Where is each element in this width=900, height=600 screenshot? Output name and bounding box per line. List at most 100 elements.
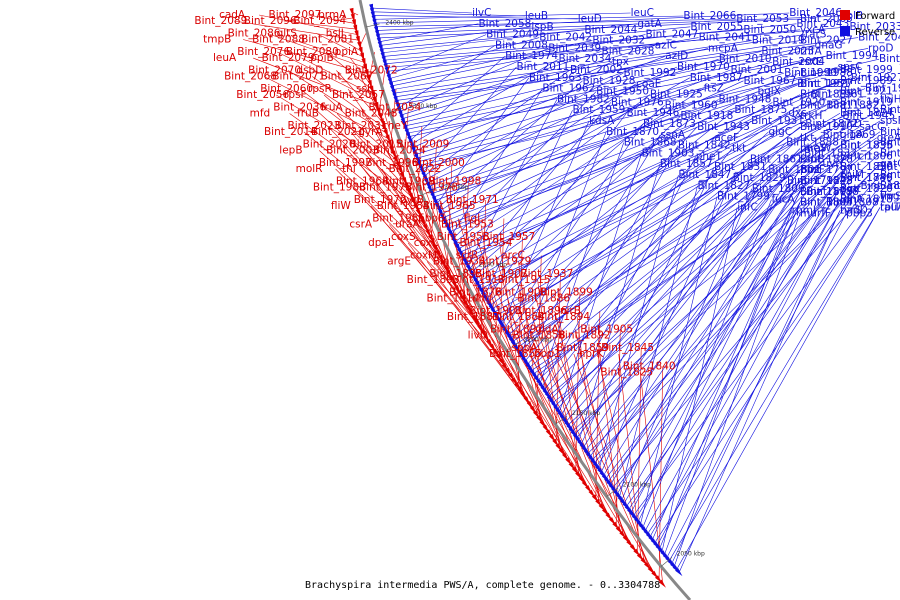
reverse-gene-label[interactable]: Bint_1846 <box>840 172 893 184</box>
forward-gene-label[interactable]: Bint_1899 <box>540 287 593 299</box>
reverse-gene-label[interactable]: thiH <box>880 93 900 105</box>
reverse-gene-label[interactable]: Bint_1860 <box>880 147 900 159</box>
forward-gene-label[interactable]: mfd <box>250 108 271 120</box>
forward-gene-label[interactable]: gldA <box>535 324 559 336</box>
forward-gene-label[interactable]: Bint_2067 <box>321 71 374 83</box>
forward-gene-label[interactable]: Bint_1975 <box>359 182 412 194</box>
forward-gene-label[interactable]: dsbD <box>296 65 323 77</box>
reverse-gene-label[interactable]: tauA <box>880 201 900 213</box>
reverse-gene-label[interactable]: leuB <box>525 10 548 22</box>
forward-gene-label[interactable]: scrR <box>456 250 479 262</box>
reverse-gene-label[interactable]: Bint_1810 <box>880 169 900 181</box>
forward-gene-label[interactable]: Bint_2086 <box>228 28 281 40</box>
forward-gene-label[interactable]: rpsF <box>284 89 307 101</box>
reverse-gene-label[interactable]: coaE <box>636 78 661 90</box>
forward-gene-label[interactable]: prmA <box>318 9 347 21</box>
forward-gene-label[interactable]: Bint_2081 <box>301 34 354 46</box>
forward-gene-label[interactable]: rpsR <box>308 83 332 95</box>
reverse-gene-label[interactable]: Bint_1808 <box>826 197 879 209</box>
forward-gene-label[interactable]: cadA <box>219 9 246 21</box>
reverse-gene-label[interactable]: Bint_1910 <box>800 121 853 133</box>
reverse-gene-label[interactable]: Bint_2010 <box>719 53 772 65</box>
reverse-gene-label[interactable]: Bint_1789 <box>840 172 893 184</box>
forward-gene-label[interactable]: Bint_1905 <box>580 324 633 336</box>
reverse-gene-label[interactable]: Bint_1967 <box>743 75 796 87</box>
reverse-gene-label[interactable]: greA <box>877 132 900 144</box>
reverse-gene-label[interactable]: Bint_2046 <box>789 7 842 19</box>
reverse-gene-label[interactable]: tarS <box>805 29 827 41</box>
forward-gene-label[interactable]: uraA <box>395 219 420 231</box>
reverse-gene-label[interactable]: Bint_1970 <box>677 61 730 73</box>
reverse-gene-label[interactable]: Bint_1950 <box>596 86 649 98</box>
reverse-gene-label[interactable]: Bint_1815 <box>800 186 853 198</box>
reverse-gene-label[interactable]: Bint_2019 <box>752 35 805 47</box>
forward-gene-label[interactable]: Bint_1864 <box>492 311 545 323</box>
forward-gene-label[interactable]: Bint_1997 <box>319 157 372 169</box>
reverse-gene-label[interactable]: trkH <box>800 110 822 122</box>
reverse-gene-label[interactable]: Bint_1977 <box>800 78 853 90</box>
reverse-gene-label[interactable]: Bint_1831 <box>714 161 767 173</box>
reverse-gene-label[interactable]: rpoD <box>868 42 894 54</box>
reverse-gene-label[interactable]: Bint_1818 <box>840 194 893 206</box>
reverse-gene-label[interactable]: Bint_1999 <box>840 64 893 76</box>
reverse-gene-label[interactable]: Bint_2049 <box>486 29 539 41</box>
forward-gene-label[interactable]: coxS <box>391 231 416 243</box>
forward-gene-label[interactable]: Bint_2054 <box>368 102 421 114</box>
reverse-gene-label[interactable]: Bint_1828 <box>800 175 853 187</box>
reverse-gene-label[interactable]: rplT <box>880 201 900 213</box>
forward-gene-label[interactable]: Bint_2097 <box>269 9 322 21</box>
reverse-gene-label[interactable]: uvrC <box>822 158 847 170</box>
forward-gene-label[interactable]: livD <box>468 330 488 342</box>
reverse-gene-label[interactable]: kdsA <box>589 115 615 127</box>
forward-gene-label[interactable]: Bint_2048 <box>345 108 398 120</box>
forward-gene-label[interactable]: Bint_2003 <box>326 145 379 157</box>
reverse-gene-label[interactable]: ssnA <box>660 129 686 141</box>
forward-gene-label[interactable]: fruB <box>297 108 319 120</box>
reverse-gene-label[interactable]: tkt <box>732 143 746 155</box>
reverse-gene-label[interactable]: Bint_2044 <box>584 24 637 36</box>
reverse-gene-label[interactable]: rsxE <box>800 56 823 68</box>
forward-gene-label[interactable]: Bint_1897 <box>490 324 543 336</box>
reverse-gene-label[interactable]: Bint_1878 <box>800 153 853 165</box>
reverse-gene-label[interactable]: Bint_2047 <box>645 29 698 41</box>
reverse-gene-label[interactable]: pheT <box>696 150 723 162</box>
reverse-gene-label[interactable]: Bint_1777 <box>880 180 900 192</box>
forward-gene-label[interactable]: cheY <box>382 120 408 132</box>
reverse-gene-label[interactable]: Bint_1943 <box>697 121 750 133</box>
reverse-gene-label[interactable]: Bint_1889 <box>880 126 900 138</box>
reverse-gene-label[interactable]: crt <box>858 150 872 162</box>
reverse-gene-label[interactable]: Bint_1960 <box>665 99 718 111</box>
reverse-gene-label[interactable]: Bint_1982 <box>557 93 610 105</box>
reverse-gene-label[interactable]: Bint_1976 <box>611 96 664 108</box>
forward-gene-label[interactable]: Bint_1914 <box>427 293 480 305</box>
reverse-gene-label[interactable]: Bint_1874 <box>840 107 893 119</box>
reverse-gene-label[interactable]: Bint_2065 <box>800 13 853 25</box>
reverse-gene-label[interactable]: Bint_2033 <box>849 21 900 33</box>
reverse-gene-label[interactable]: dxs <box>788 107 806 119</box>
reverse-gene-label[interactable]: tyrS <box>840 204 862 216</box>
reverse-gene-label[interactable]: tpx <box>612 56 629 68</box>
reverse-gene-label[interactable]: Bint_1792 <box>787 175 840 187</box>
forward-gene-label[interactable]: argE <box>387 256 411 268</box>
reverse-gene-label[interactable]: glgC <box>768 126 792 138</box>
forward-gene-label[interactable]: thi <box>342 163 356 175</box>
forward-gene-label[interactable]: Bint_1900 <box>495 287 548 299</box>
reverse-gene-label[interactable]: Bint_1974 <box>505 50 558 62</box>
reverse-gene-label[interactable]: ftsZ <box>704 83 724 95</box>
forward-gene-label[interactable]: Bint_2024 <box>373 145 426 157</box>
reverse-gene-label[interactable]: gltD <box>840 118 862 130</box>
forward-gene-label[interactable]: Bint_1845 <box>601 342 654 354</box>
forward-gene-label[interactable]: coxL <box>414 237 438 249</box>
forward-gene-label[interactable]: Bint_1953 <box>441 219 494 231</box>
reverse-gene-label[interactable]: Bint_1931 <box>751 115 804 127</box>
forward-gene-label[interactable]: pbpB <box>418 213 445 225</box>
forward-gene-label[interactable]: Bint_1840 <box>623 361 676 373</box>
reverse-gene-label[interactable]: Bint_1927 <box>851 72 900 84</box>
reverse-gene-label[interactable]: Bint_1888 <box>786 137 839 149</box>
reverse-gene-label[interactable]: Bint_2058 <box>478 18 531 30</box>
forward-gene-label[interactable]: csrA <box>349 219 373 231</box>
reverse-gene-label[interactable]: Bint_1919 <box>840 96 893 108</box>
forward-gene-label[interactable]: Bint_2014 <box>264 126 317 138</box>
forward-gene-label[interactable]: Bint_1894 <box>537 311 590 323</box>
forward-gene-label[interactable]: hslJ <box>326 28 344 40</box>
